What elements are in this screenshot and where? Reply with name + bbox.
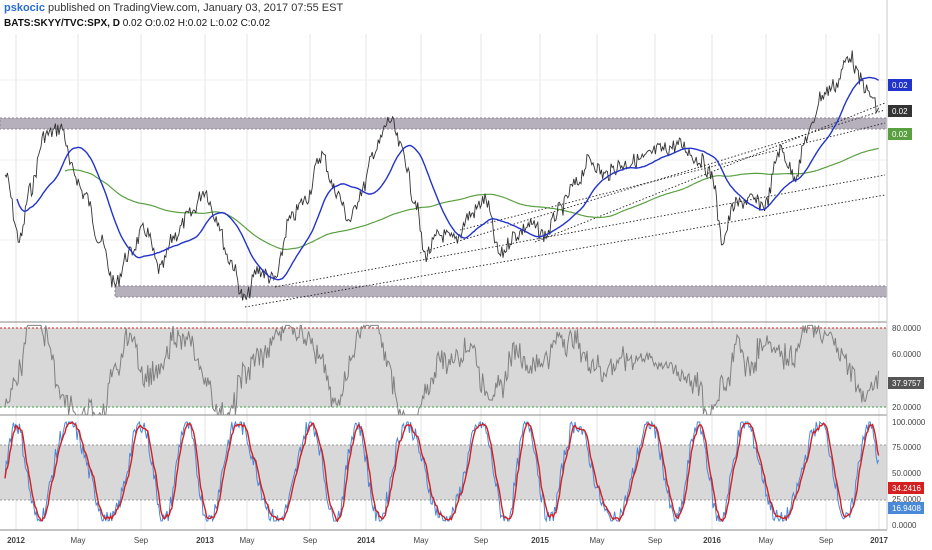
- stoch-tick-100: 100.0000: [892, 418, 926, 427]
- x-tick-label: Sep: [819, 536, 834, 545]
- trend-line: [459, 122, 886, 231]
- x-tick-label: 2016: [703, 536, 721, 545]
- price-pane: 0.02 0.02 0.02: [0, 50, 912, 308]
- trend-line: [419, 109, 886, 254]
- price-label-blue-text: 0.02: [892, 81, 908, 90]
- x-tick-label: May: [413, 536, 428, 545]
- time-axis: 2012 May Sep 2013 May Sep 2014 May Sep 2015 May Sep…: [7, 536, 888, 545]
- series-stoch-d: [4, 420, 880, 523]
- series-rsi: [4, 324, 880, 417]
- rsi-tick-80: 80.0000: [892, 324, 921, 333]
- support-band: [114, 285, 888, 298]
- x-tick-label: Sep: [648, 536, 663, 545]
- rsi-last-value: 37.9757: [892, 379, 921, 388]
- stoch-d-last-value: 34.2416: [892, 484, 921, 493]
- rsi-tick-20: 20.0000: [892, 403, 921, 412]
- x-tick-label: Sep: [474, 536, 489, 545]
- series-price: [4, 50, 880, 301]
- price-label-dark-text: 0.02: [892, 107, 908, 116]
- price-label-dark: 0.02: [888, 105, 912, 117]
- publish-info: published on TradingView.com, January 03…: [48, 2, 344, 14]
- stoch-tick-25: 25.0000: [892, 495, 921, 504]
- series-ma-long: [64, 147, 879, 250]
- stoch-tick-50: 50.0000: [892, 469, 921, 478]
- x-tick-label: May: [758, 536, 773, 545]
- stoch-range-fill: [0, 445, 887, 500]
- stoch-k-last-value: 16.9408: [892, 504, 921, 513]
- x-tick-label: 2017: [870, 536, 888, 545]
- x-tick-label: 2012: [7, 536, 25, 545]
- trend-channel: [244, 102, 886, 308]
- x-tick-label: May: [239, 536, 254, 545]
- publish-header: pskocic published on TradingView.com, Ja…: [4, 2, 343, 14]
- author-link[interactable]: pskocic: [4, 2, 45, 14]
- x-tick-label: Sep: [303, 536, 318, 545]
- symbol-header: BATS:SKYY/TVC:SPX, D 0.02 O:0.02 H:0.02 …: [4, 18, 270, 29]
- x-tick-label: 2013: [196, 536, 214, 545]
- stoch-pane: 100.0000 75.0000 50.0000 25.0000 0.0000 …: [0, 418, 926, 530]
- rsi-pane: 80.0000 60.0000 20.0000 37.9757: [0, 324, 924, 417]
- price-label-green-text: 0.02: [892, 130, 908, 139]
- x-tick-label: 2014: [357, 536, 375, 545]
- symbol-label[interactable]: BATS:SKYY/TVC:SPX, D: [4, 18, 120, 29]
- x-tick-label: May: [589, 536, 604, 545]
- resistance-band: [0, 117, 888, 130]
- series-ma-short: [16, 76, 879, 281]
- x-tick-label: 2015: [531, 536, 549, 545]
- stoch-tick-0: 0.0000: [892, 521, 917, 530]
- price-label-blue: 0.02: [888, 79, 912, 91]
- rsi-tick-60: 60.0000: [892, 350, 921, 359]
- stoch-tick-75: 75.0000: [892, 443, 921, 452]
- x-tick-label: May: [70, 536, 85, 545]
- x-tick-label: Sep: [134, 536, 149, 545]
- price-label-green: 0.02: [888, 128, 912, 140]
- ohlc-values: 0.02 O:0.02 H:0.02 L:0.02 C:0.02: [122, 18, 271, 29]
